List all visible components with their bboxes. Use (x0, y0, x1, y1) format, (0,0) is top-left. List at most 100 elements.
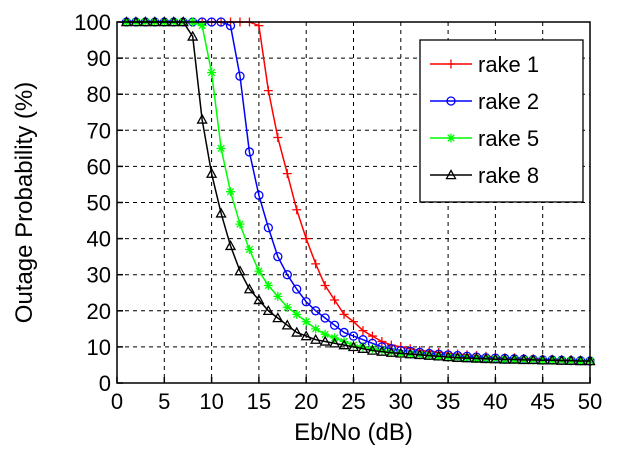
data-point-star (349, 340, 358, 350)
x-axis-title: Eb/No (dB) (294, 419, 413, 446)
data-point-circle (292, 284, 302, 294)
data-point-triangle (433, 350, 445, 361)
legend-label: rake 5 (478, 126, 539, 151)
x-tick-label: 15 (247, 389, 271, 414)
data-point-star (235, 219, 245, 229)
data-point-plus (301, 234, 311, 244)
data-point-triangle (423, 349, 435, 360)
x-tick-label: 25 (341, 389, 365, 414)
data-point-star (301, 317, 311, 327)
data-point-triangle (253, 294, 265, 305)
data-point-triangle (556, 354, 568, 365)
data-point-triangle (272, 312, 284, 323)
data-point-triangle (187, 30, 199, 41)
y-tick-label: 30 (87, 263, 111, 288)
data-point-triangle (357, 342, 369, 353)
y-tick-label: 10 (87, 335, 111, 360)
data-point-plus (349, 317, 358, 327)
data-point-plus (292, 205, 302, 215)
data-point-triangle (574, 355, 587, 366)
data-point-triangle (395, 347, 407, 358)
data-point-star (358, 342, 368, 352)
data-point-triangle (546, 354, 558, 365)
data-point-circle (282, 270, 292, 280)
data-point-triangle (537, 354, 549, 365)
data-point-triangle (565, 354, 577, 365)
legend-item: rake 5 (430, 126, 539, 151)
axis-ticks: 0 5 10 15 20 25 30 35 40 45 50 0 10 20 30 40 50 60 70 80 90 1… (74, 10, 602, 414)
data-point-triangle (489, 353, 502, 364)
data-point-plus (282, 169, 292, 179)
data-point-plus (320, 281, 330, 291)
legend-marker-circle (446, 96, 456, 106)
y-tick-label: 70 (87, 118, 111, 143)
data-point-triangle (508, 353, 520, 364)
x-tick-label: 20 (294, 389, 318, 414)
data-point-triangle (300, 330, 312, 341)
data-point-triangle (262, 304, 274, 316)
data-point-triangle (347, 341, 360, 352)
data-point-plus (330, 295, 340, 305)
data-point-star (292, 309, 302, 319)
legend-marker-triangle (445, 169, 457, 180)
data-point-star (226, 187, 236, 197)
data-point-triangle (243, 283, 256, 294)
legend-label: rake 8 (478, 163, 539, 188)
data-point-star (207, 68, 217, 78)
data-point-triangle (376, 345, 388, 356)
data-point-triangle (470, 352, 483, 363)
legend-label: rake 2 (478, 89, 539, 114)
y-tick-label: 50 (87, 191, 111, 216)
data-point-triangle (480, 352, 492, 364)
legend-item: rake 8 (430, 163, 539, 188)
legend-item: rake 1 (430, 52, 539, 77)
data-point-star (311, 324, 321, 334)
legend: rake 1 rake 2 rake 5 rake 8 (419, 39, 584, 203)
data-point-plus (377, 336, 387, 346)
data-point-circle (273, 251, 283, 262)
data-point-star (263, 281, 273, 291)
data-point-triangle (527, 354, 539, 365)
y-tick-label: 80 (87, 82, 111, 107)
y-tick-label: 100 (74, 10, 111, 35)
data-point-triangle (319, 335, 331, 346)
data-point-triangle (291, 326, 303, 337)
data-point-triangle (461, 352, 473, 363)
data-point-circle (301, 297, 311, 307)
data-point-plus (339, 309, 349, 319)
x-tick-label: 35 (436, 389, 460, 414)
series-line (126, 21, 590, 362)
y-tick-label: 40 (87, 227, 111, 252)
data-point-plus (273, 133, 283, 143)
data-point-plus (311, 259, 321, 269)
data-point-circle (263, 223, 274, 233)
data-point-star (254, 266, 264, 276)
legend-marker-star (446, 133, 456, 143)
data-point-triangle (451, 351, 464, 362)
data-point-circle (329, 320, 340, 330)
y-axis-title: Outage Probability (%) (11, 82, 38, 323)
data-point-star (273, 291, 283, 301)
data-point-triangle (404, 348, 416, 359)
x-tick-label: 5 (158, 389, 170, 414)
x-tick-label: 40 (483, 389, 507, 414)
legend-item: rake 2 (430, 89, 539, 114)
data-point-circle (235, 71, 245, 81)
data-point-star (320, 329, 330, 339)
data-point-star (377, 346, 387, 356)
data-point-plus (263, 86, 273, 96)
data-point-triangle (366, 344, 379, 355)
data-point-triangle (518, 354, 530, 365)
y-tick-label: 90 (87, 46, 111, 71)
data-point-star (367, 344, 377, 354)
data-point-triangle (338, 339, 350, 350)
y-tick-label: 60 (87, 154, 111, 179)
data-point-triangle (205, 167, 218, 178)
data-point-triangle (224, 239, 237, 251)
y-tick-label: 20 (87, 299, 111, 324)
y-tick-label: 0 (99, 371, 111, 396)
data-point-triangle (234, 265, 246, 276)
data-point-triangle (414, 349, 426, 360)
data-point-circle (254, 190, 264, 200)
data-point-star (216, 143, 226, 153)
